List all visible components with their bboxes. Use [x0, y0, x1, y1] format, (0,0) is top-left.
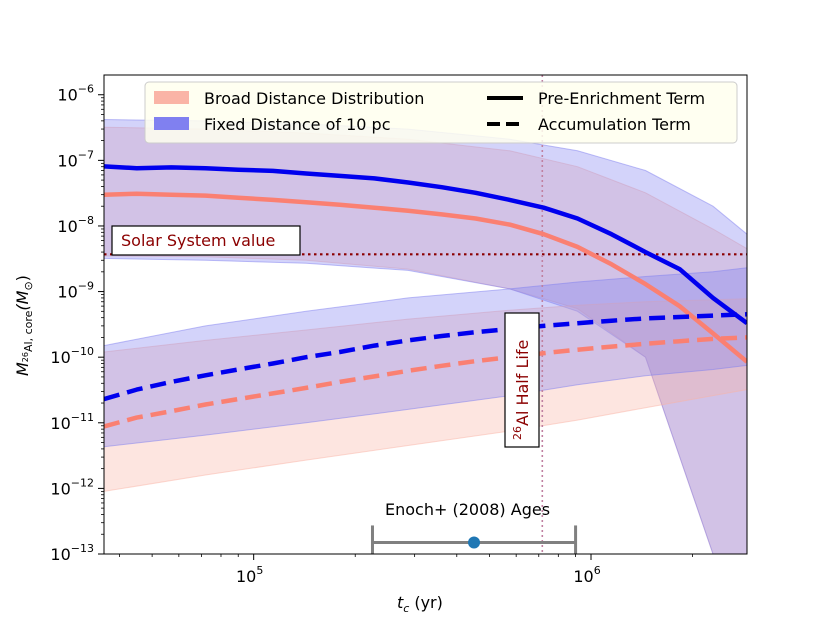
y-axis-unit-open: (M	[13, 290, 32, 310]
y-tick-exp: −12	[71, 476, 94, 489]
y-axis-var: M	[13, 362, 32, 376]
x-tick-base: 10	[236, 567, 256, 586]
series-line-1	[104, 191, 747, 364]
x-axis-unit: (yr)	[414, 593, 443, 612]
y-tick-label-7: 10−6	[57, 83, 94, 105]
x-axis-sub: c	[403, 602, 409, 615]
half-life-label-box	[504, 312, 540, 448]
y-tick-base: 10	[50, 414, 70, 433]
x-tick-label-0: 105	[236, 564, 263, 586]
band-3	[104, 267, 747, 448]
y-tick-label-0: 10−13	[50, 542, 94, 564]
y-axis-unit-sun: ⊙	[22, 281, 35, 290]
y-tick-exp: −10	[71, 345, 94, 358]
x-axis-var: t	[397, 593, 404, 612]
y-tick-base: 10	[57, 86, 77, 105]
y-axis-unit-close: )	[13, 275, 32, 281]
data-series	[104, 164, 747, 429]
y-tick-label-5: 10−8	[57, 214, 94, 236]
half-life-label-text: Al Half Life	[513, 340, 532, 426]
series-line-2	[104, 312, 747, 402]
legend: Broad Distance Distribution Fixed Distan…	[144, 81, 738, 144]
y-tick-base: 10	[57, 151, 77, 170]
y-tick-label-4: 10−9	[57, 280, 94, 302]
y-tick-base: 10	[50, 348, 70, 367]
legend-swatch-broad	[154, 91, 189, 104]
y-tick-label-2: 10−11	[50, 411, 94, 433]
y-tick-exp: −11	[71, 411, 94, 424]
x-tick-base: 10	[573, 567, 593, 586]
y-tick-base: 10	[57, 283, 77, 302]
enoch-errorbar	[370, 525, 578, 554]
y-tick-exp: −13	[71, 542, 94, 555]
x-axis-label: tc (yr)	[397, 593, 443, 615]
legend-label-fixed: Fixed Distance of 10 pc	[204, 115, 391, 134]
y-tick-label-3: 10−10	[50, 345, 94, 367]
enoch-label: Enoch+ (2008) Ages	[385, 500, 550, 519]
y-tick-base: 10	[50, 545, 70, 564]
y-tick-base: 10	[50, 479, 70, 498]
legend-label-pre-enrichment: Pre-Enrichment Term	[538, 89, 705, 108]
axes-frame	[103, 74, 748, 555]
y-axis-sub-sup: 26	[21, 352, 30, 362]
legend-label-accumulation: Accumulation Term	[538, 115, 691, 134]
series-line-0	[104, 164, 747, 326]
y-tick-label-1: 10−12	[50, 476, 94, 498]
y-tick-exp: −8	[78, 214, 94, 227]
y-tick-exp: −6	[78, 83, 94, 96]
legend-frame	[144, 81, 738, 144]
y-axis-sub-text: Al, core	[22, 310, 35, 352]
half-life-annotation: 26Al Half Life	[504, 312, 540, 448]
x-tick-exp: 6	[594, 564, 601, 577]
reference-lines	[104, 75, 747, 554]
enoch-point	[468, 536, 481, 549]
y-tick-exp: −9	[78, 280, 94, 293]
solar-system-annotation: Solar System value	[111, 225, 301, 256]
half-life-label-sup: 26	[511, 426, 524, 440]
y-axis-label: M26Al, core(M⊙)	[13, 275, 35, 376]
series-line-3	[104, 335, 747, 429]
solar-system-label: Solar System value	[121, 231, 275, 250]
y-tick-label-6: 10−7	[57, 148, 94, 170]
half-life-label: 26Al Half Life	[511, 340, 532, 440]
legend-swatch-fixed	[154, 117, 189, 130]
y-tick-exp: −7	[78, 148, 94, 161]
y-tick-base: 10	[57, 217, 77, 236]
x-tick-exp: 5	[256, 564, 263, 577]
legend-label-broad: Broad Distance Distribution	[204, 89, 424, 108]
solar-system-label-box	[111, 225, 301, 256]
x-tick-label-1: 106	[573, 564, 600, 586]
